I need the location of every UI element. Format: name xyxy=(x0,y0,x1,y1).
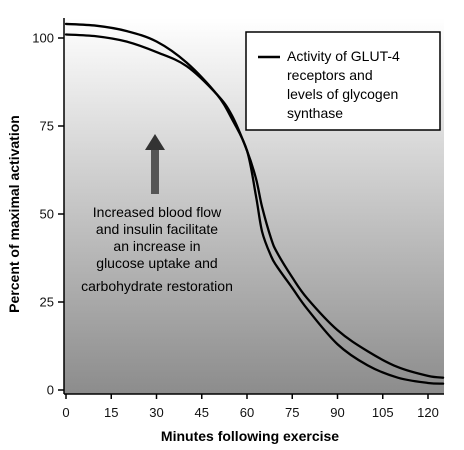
legend-line-3: levels of glycogen xyxy=(287,86,398,102)
y-tick-label: 50 xyxy=(40,207,54,222)
annotation-line-1: Increased blood flow xyxy=(93,204,222,220)
x-axis-title: Minutes following exercise xyxy=(161,428,339,444)
x-tick-label: 60 xyxy=(240,405,254,420)
y-tick-label: 100 xyxy=(32,31,54,46)
annotation-line-2: and insulin facilitate xyxy=(96,221,218,237)
series-line-2 xyxy=(64,22,445,385)
x-tick-label: 90 xyxy=(330,405,344,420)
y-axis: 0 25 50 75 100 xyxy=(32,18,65,398)
series-line-1 xyxy=(64,33,445,379)
x-tick-label: 105 xyxy=(372,405,394,420)
annotation-line-5: carbohydrate restoration xyxy=(81,278,233,294)
x-tick-label: 15 xyxy=(104,405,118,420)
legend: Activity of GLUT-4 receptors and levels … xyxy=(245,31,441,131)
y-tick-label: 25 xyxy=(40,295,54,310)
legend-box xyxy=(245,31,441,131)
arrow-shaft xyxy=(151,148,159,194)
x-axis: 0 15 30 45 60 75 90 105 120 xyxy=(62,393,444,420)
legend-line-1: Activity of GLUT-4 xyxy=(287,48,400,64)
legend-line-4: synthase xyxy=(287,105,343,121)
annotation-line-4: glucose uptake and xyxy=(96,255,217,271)
y-axis-title: Percent of maximal activation xyxy=(6,115,22,313)
y-tick-label: 75 xyxy=(40,119,54,134)
x-tick-label: 0 xyxy=(62,405,69,420)
x-tick-label: 120 xyxy=(417,405,439,420)
x-tick-label: 45 xyxy=(195,405,209,420)
x-tick-label: 75 xyxy=(285,405,299,420)
annotation-line-3: an increase in xyxy=(113,238,200,254)
arrow-head xyxy=(145,134,165,150)
legend-line-2: receptors and xyxy=(287,67,373,83)
x-tick-label: 30 xyxy=(149,405,163,420)
y-tick-label: 0 xyxy=(47,383,54,398)
annotation-arrow xyxy=(145,134,165,194)
series-layer xyxy=(64,22,445,385)
